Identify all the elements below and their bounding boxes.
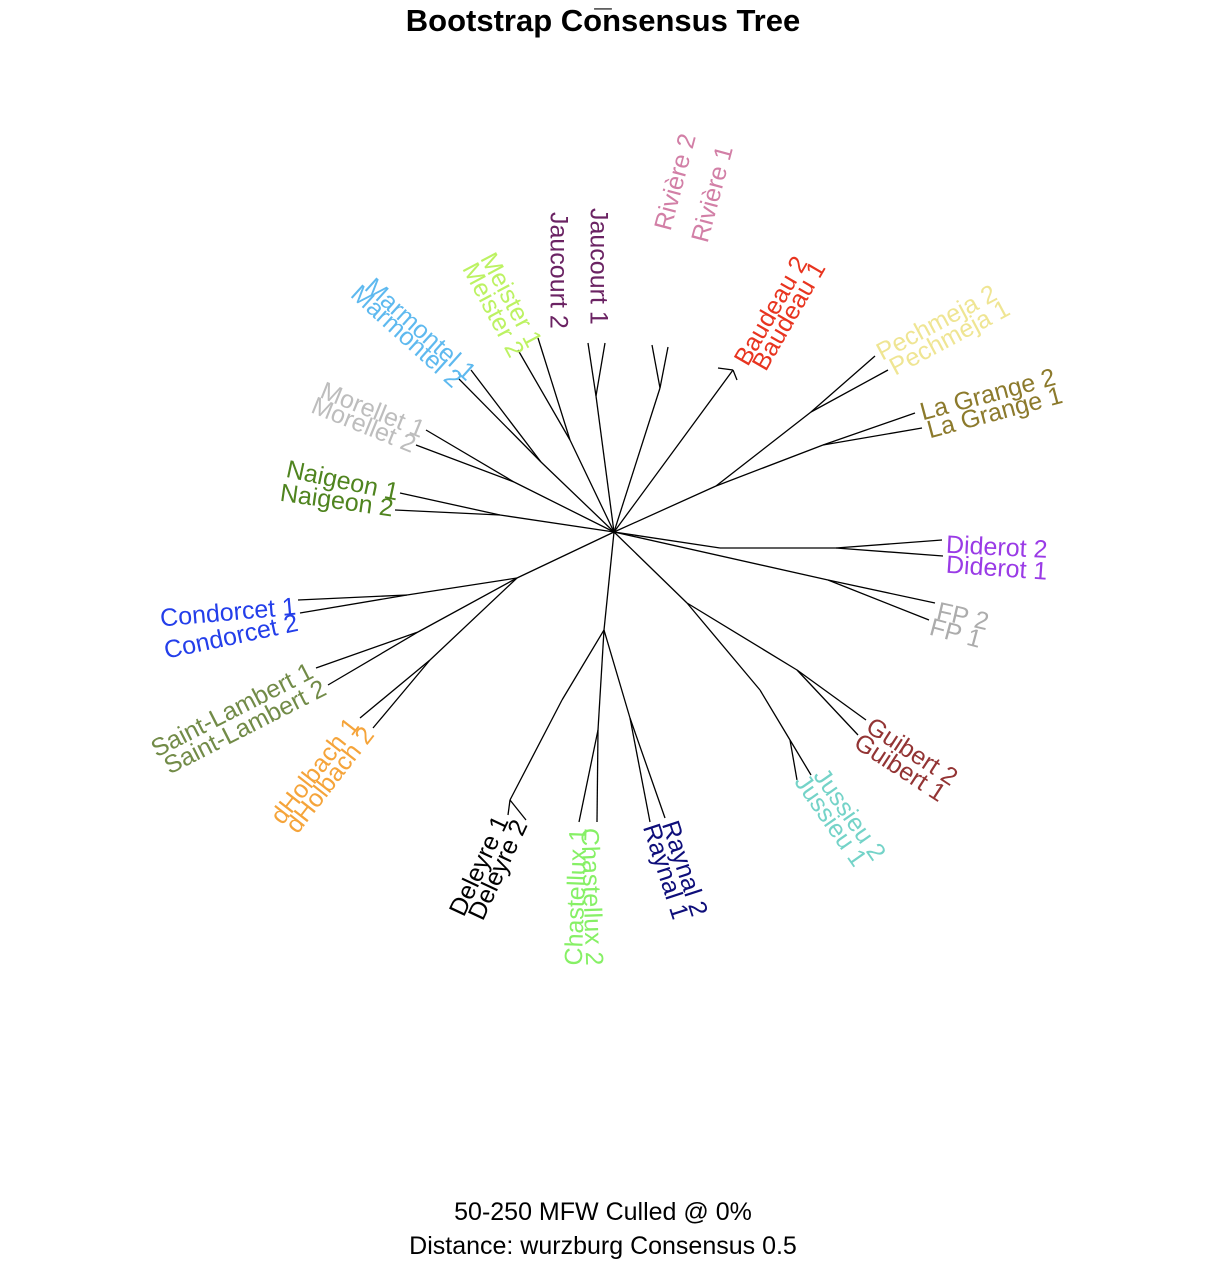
tree-branch [516, 531, 615, 579]
leaf-branch [732, 369, 738, 381]
leaf-branch [517, 349, 571, 441]
leaf-branch [827, 579, 936, 604]
tree-branch [540, 461, 615, 533]
leaf-branch [359, 659, 431, 719]
leaf-branch [835, 539, 943, 549]
tree-branch [613, 485, 717, 533]
leaf-branch [596, 729, 599, 823]
tree-branch [613, 387, 661, 533]
tree-branch [603, 531, 615, 631]
tree-branch [429, 577, 518, 661]
leaf-label: Diderot 2 [945, 531, 1048, 564]
title-top-fragment: _ [0, 0, 1206, 14]
tree-branch [715, 411, 812, 487]
tree-branch [603, 629, 631, 719]
leaf-branch [394, 509, 501, 516]
leaf-branch [315, 631, 419, 669]
tree-branch [759, 689, 791, 741]
leaf-branch [297, 594, 408, 601]
chart-title: Bootstrap Consensus Tree [405, 3, 801, 38]
leaf-branch [717, 367, 734, 371]
tree-branch [613, 531, 829, 581]
leaf-branch [835, 547, 944, 557]
tree-branch [686, 602, 761, 691]
leaf-branch [457, 377, 542, 463]
footer-mfw: 50-250 MFW Culled @ 0% [454, 1198, 752, 1226]
leaf-label: Chastellux 2 [575, 827, 608, 965]
leaf-branch [578, 729, 599, 823]
leaf-label: Jaucourt 1 [584, 208, 612, 325]
leaf-branch [651, 344, 661, 389]
tree-branch [513, 481, 615, 533]
leaf-branch [587, 342, 597, 397]
tree-branch [569, 439, 615, 533]
tree-branch [715, 444, 824, 487]
leaf-label: Diderot 1 [945, 551, 1048, 586]
leaf-branch [595, 342, 606, 397]
leaf-branch [399, 492, 501, 516]
leaf-label: Marmontel 1 [359, 273, 481, 387]
tree-branch [406, 577, 518, 596]
leaf-branch [822, 427, 923, 446]
tree-edges [297, 337, 944, 823]
leaf-label: Jaucourt 2 [544, 212, 572, 329]
leaf-branch [537, 337, 571, 441]
leaf-branch [827, 579, 930, 621]
leaf-branch [629, 717, 651, 823]
tree-branch [509, 699, 563, 801]
leaf-branch [629, 717, 666, 819]
leaf-branch [507, 799, 511, 816]
leaf-label: Chastellux 1 [560, 827, 593, 965]
leaf-branch [796, 669, 867, 721]
tree-branch [613, 369, 734, 533]
leaf-branch [425, 429, 515, 483]
tree-branch [686, 602, 798, 671]
leaf-branch [822, 412, 916, 446]
footer-distance: Distance: wurzburg Consensus 0.5 [409, 1232, 797, 1260]
leaf-branch [415, 444, 515, 483]
leaf-branch [372, 659, 431, 729]
leaf-branch [810, 355, 876, 413]
tree-branch [499, 514, 615, 533]
leaf-branch [327, 631, 419, 686]
tree-branch [561, 629, 605, 701]
leaf-branch [796, 669, 859, 736]
tree-branch [613, 531, 721, 549]
leaf-branch [659, 346, 669, 389]
leaf-branch [509, 799, 527, 821]
leaf-branch [810, 369, 889, 413]
leaf-branch [789, 739, 798, 781]
tree-branch [597, 629, 605, 731]
leaf-branch [789, 739, 812, 776]
tree-branch [595, 395, 615, 533]
leaf-branch [299, 594, 408, 614]
tree-branch [613, 531, 688, 604]
leaf-branch [470, 369, 542, 463]
tree-branch [417, 577, 518, 633]
